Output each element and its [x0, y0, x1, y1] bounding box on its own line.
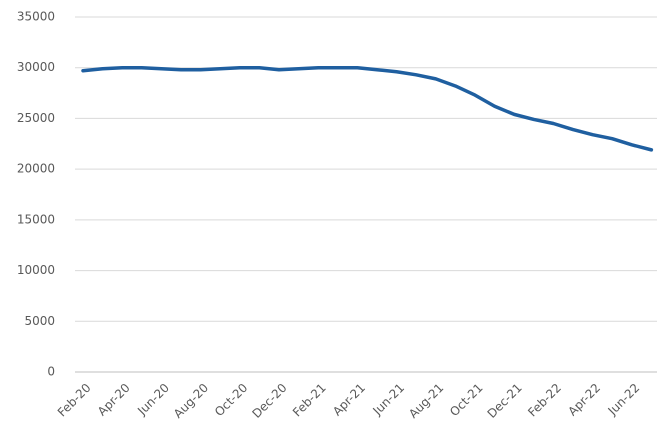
x-tick-label: Jun-20: [134, 381, 172, 419]
x-tick-label: Apr-21: [330, 381, 368, 419]
x-tick-label: Aug-21: [406, 381, 446, 421]
data-line: [81, 65, 654, 152]
x-tick-label: Apr-22: [565, 381, 603, 419]
x-tick-label: Jun-21: [369, 381, 407, 419]
x-tick-label: Feb-20: [55, 381, 94, 420]
x-tick-label: Dec-21: [485, 381, 525, 421]
x-tick-label: Oct-21: [447, 381, 485, 419]
x-tick-label: Dec-20: [249, 381, 289, 421]
y-tick-label: 25000: [17, 111, 55, 125]
y-tick-label: 20000: [17, 162, 55, 176]
x-tick-label: Feb-21: [290, 381, 329, 420]
x-tick-label: Apr-20: [95, 381, 133, 419]
x-tick-label: Aug-20: [171, 381, 211, 421]
x-tick-label: Feb-22: [525, 381, 564, 420]
y-tick-label: 5000: [24, 314, 55, 328]
y-tick-label: 35000: [17, 10, 55, 24]
x-tick-label: Jun-22: [605, 381, 643, 419]
y-tick-label: 15000: [17, 212, 55, 226]
x-tick-label: Oct-20: [212, 381, 250, 419]
y-tick-label: 0: [47, 365, 55, 379]
y-tick-label: 30000: [17, 60, 55, 74]
y-tick-label: 10000: [17, 263, 55, 277]
